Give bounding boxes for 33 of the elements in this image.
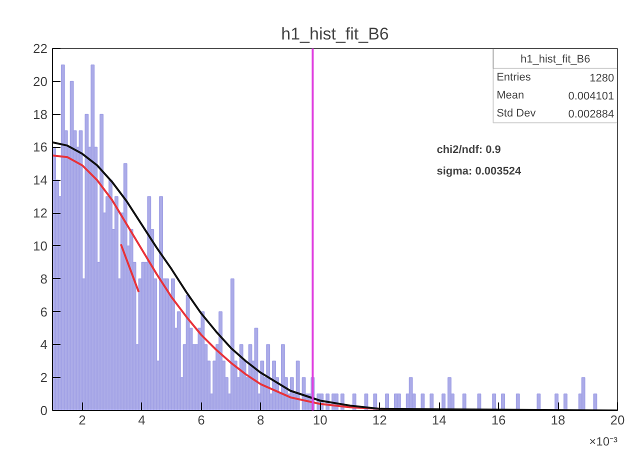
y-tick-label: 20 bbox=[33, 74, 48, 89]
text: ×10⁻³ bbox=[589, 434, 618, 448]
annotation: 0.002884 bbox=[568, 108, 614, 121]
x-tick-label: 6 bbox=[198, 412, 205, 428]
annotation: 0.004101 bbox=[568, 90, 614, 103]
y-tick-label: 18 bbox=[33, 106, 48, 122]
annotation: h1_hist_fit_B6 bbox=[520, 53, 590, 66]
y-tick-label: 16 bbox=[33, 140, 48, 155]
chart-title: h1_hist_fit_B6 bbox=[281, 24, 389, 44]
y-tick-label: 4 bbox=[40, 337, 48, 352]
x-tick-label: 8 bbox=[257, 412, 264, 428]
annotation: Std Dev bbox=[496, 108, 536, 120]
y-tick-label: 2 bbox=[40, 370, 48, 386]
annotation: Mean bbox=[496, 90, 524, 102]
annotation: Entries bbox=[496, 71, 532, 84]
annotation: sigma: 0.003524 bbox=[436, 166, 522, 178]
y-tick-label: 22 bbox=[33, 41, 48, 56]
x-tick-label: 4 bbox=[138, 412, 146, 428]
x-tick-label: 10 bbox=[312, 412, 328, 428]
x-tick-label: 16 bbox=[491, 412, 506, 428]
annotation: chi2/ndf: 0.9 bbox=[436, 144, 501, 156]
x-tick-label: 12 bbox=[372, 412, 387, 428]
y-tick-label: 8 bbox=[40, 271, 48, 286]
y-tick-label: 10 bbox=[33, 238, 48, 254]
y-tick-label: 6 bbox=[40, 304, 48, 320]
x-tick-label: 2 bbox=[78, 412, 86, 428]
x-tick-label: 20 bbox=[610, 412, 625, 428]
y-tick-label: 0 bbox=[40, 403, 48, 418]
x-tick-label: 18 bbox=[550, 412, 566, 428]
y-tick-label: 12 bbox=[33, 206, 48, 221]
x-tick-label: 14 bbox=[432, 412, 446, 428]
annotation: 1280 bbox=[590, 72, 614, 84]
y-tick-label: 14 bbox=[33, 172, 48, 188]
